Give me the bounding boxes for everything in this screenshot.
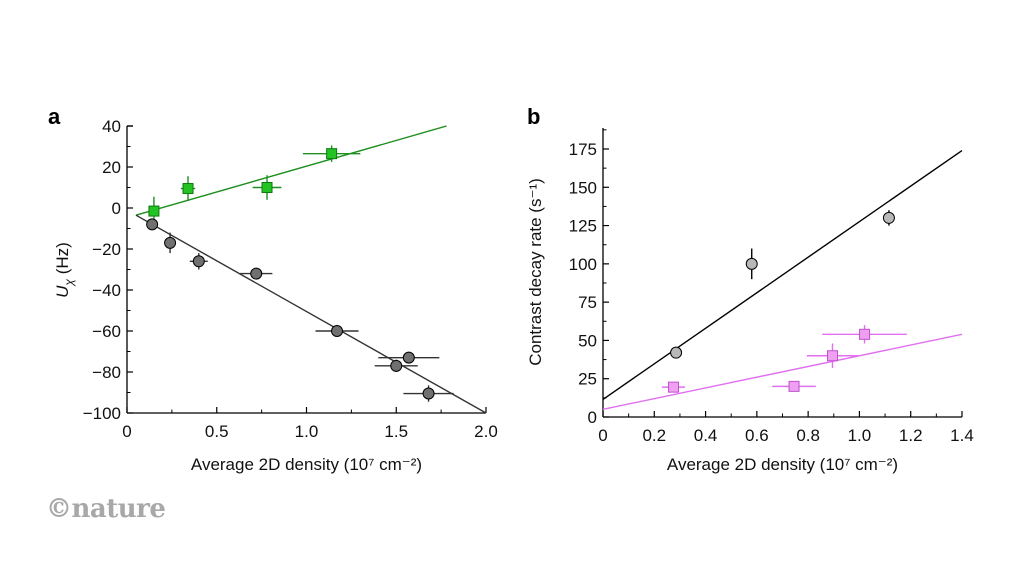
y-tick-label: 150: [569, 178, 597, 197]
data-point-circle: [164, 236, 177, 249]
data-point-circle: [250, 267, 263, 280]
x-tick-label: 0: [598, 426, 607, 445]
data-point-square: [148, 205, 160, 217]
y-axis-title: Contrast decay rate (s⁻¹): [526, 178, 545, 366]
y-axis-title-subscript: χ: [62, 279, 76, 287]
x-tick-label: 1.2: [899, 426, 923, 445]
nature-logo: ©nature: [46, 494, 165, 524]
y-tick-label: 40: [102, 117, 121, 136]
data-point-square: [261, 182, 273, 193]
y-axis-title-unit: (Hz): [53, 242, 72, 279]
x-tick-label: 0.6: [745, 426, 769, 445]
y-tick-label: −60: [92, 322, 121, 341]
x-axis-title: Average 2D density (10⁷ cm⁻²): [667, 455, 898, 474]
x-tick-label: 0.4: [694, 426, 718, 445]
y-tick-label: 50: [578, 331, 597, 350]
y-tick-label: −40: [92, 281, 121, 300]
x-tick-label: 1.5: [384, 422, 408, 441]
data-point-circle: [745, 257, 758, 270]
data-point-circle: [390, 359, 403, 372]
x-tick-label: 0.8: [796, 426, 820, 445]
y-tick-label: 0: [588, 408, 597, 427]
y-axis-title-symbol: U: [53, 285, 72, 298]
data-point-square: [668, 381, 680, 393]
x-tick-label: 0.5: [205, 422, 229, 441]
y-axis-title: Uχ (Hz): [53, 242, 76, 298]
data-point-square: [827, 350, 839, 362]
data-point-circle: [192, 255, 205, 268]
fit-line: [602, 333, 963, 411]
panel-label-a: a: [48, 104, 61, 129]
data-point-circle: [882, 211, 895, 224]
x-tick-label: 0.2: [642, 426, 666, 445]
y-tick-label: 25: [578, 370, 597, 389]
y-tick-label: 0: [112, 199, 121, 218]
data-point-square: [859, 328, 871, 340]
y-tick-label: 175: [569, 140, 597, 159]
y-tick-label: −80: [92, 363, 121, 382]
panel-label-b: b: [527, 104, 540, 129]
y-tick-label: 75: [578, 293, 597, 312]
x-tick-label: 2.0: [474, 422, 498, 441]
data-point-circle: [331, 325, 344, 337]
x-tick-label: 0: [122, 422, 131, 441]
x-tick-label: 1.0: [295, 422, 319, 441]
data-point-circle: [146, 218, 159, 231]
data-point-square: [788, 380, 800, 392]
y-tick-label: 20: [102, 158, 121, 177]
data-point-square: [326, 148, 338, 160]
fit-line: [135, 125, 447, 216]
y-tick-label: 100: [569, 255, 597, 274]
y-tick-label: −100: [83, 404, 121, 423]
data-point-circle: [670, 346, 683, 359]
fit-line: [135, 214, 487, 414]
fit-line: [602, 149, 963, 400]
data-point-circle: [402, 351, 415, 364]
x-tick-label: 1.4: [950, 426, 974, 445]
data-point-square: [182, 183, 194, 195]
y-tick-label: −20: [92, 240, 121, 259]
x-axis-title: Average 2D density (10⁷ cm⁻²): [191, 455, 422, 474]
data-point-circle: [422, 387, 435, 400]
x-tick-label: 1.0: [848, 426, 872, 445]
panel-b: 0 25 50 75 100 125 150 175 0 0.2 0.4 0.6 0.8 1.0 1.2 1.…: [526, 128, 974, 474]
y-tick-label: 125: [569, 217, 597, 236]
